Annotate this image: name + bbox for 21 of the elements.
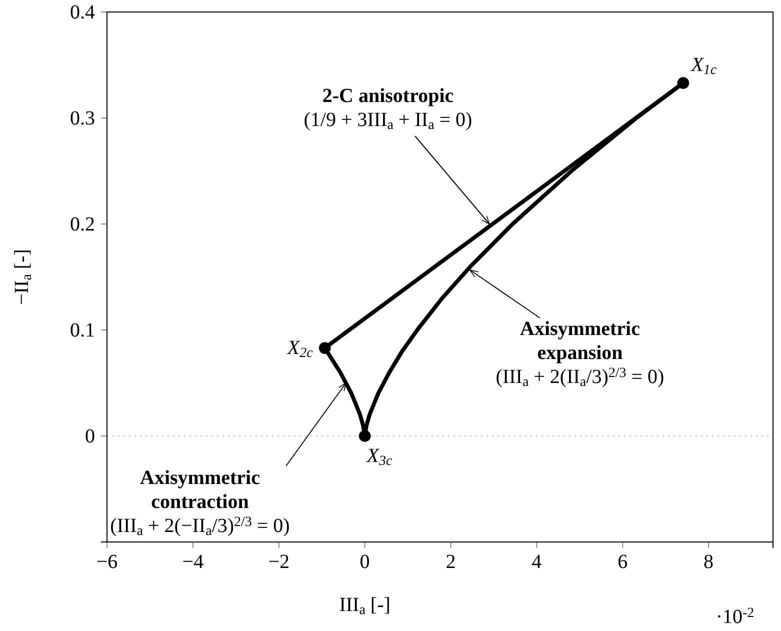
annotation: 2-C anisotropic (1/9 + 3III$_{a}$ + II$_{a}$ = 0) [304, 85, 472, 133]
x-tick-label: −6 [96, 551, 118, 574]
y-tick-label: 0 [85, 425, 95, 448]
text: Axisymmetric expansion (III$_{a}$ + 2(II$_{a}$/3)$^{2/3}$ = 0) [496, 318, 664, 390]
x-tick-label: 8 [704, 551, 714, 574]
text: ·10$^{-2}$ [716, 606, 754, 628]
x-tick-label: −4 [182, 551, 204, 574]
x-tick-label: −2 [268, 551, 290, 574]
y-tick-label: 0.1 [70, 319, 95, 342]
text: Axisymmetric contraction (III$_{a}$ + 2(−II$_{a}$/3)$^{2/3}$ = 0) [110, 467, 290, 539]
y-tick-label: 0.3 [70, 107, 95, 130]
annotation: X$_{2c}$ [286, 337, 314, 361]
x-tick-label: 0 [360, 551, 370, 574]
x-tick-label: 6 [618, 551, 628, 574]
x-tick-label: 2 [446, 551, 456, 574]
annotation: X$_{1c}$ [690, 54, 718, 78]
y-tick-label: 0.4 [70, 1, 95, 24]
x-axis-title: III$_{a}$ [-] [339, 594, 390, 618]
x-tick-label: 4 [532, 551, 542, 574]
annotation: X$_{3c}$ [366, 445, 394, 469]
y-tick-label: 0.2 [70, 213, 95, 236]
